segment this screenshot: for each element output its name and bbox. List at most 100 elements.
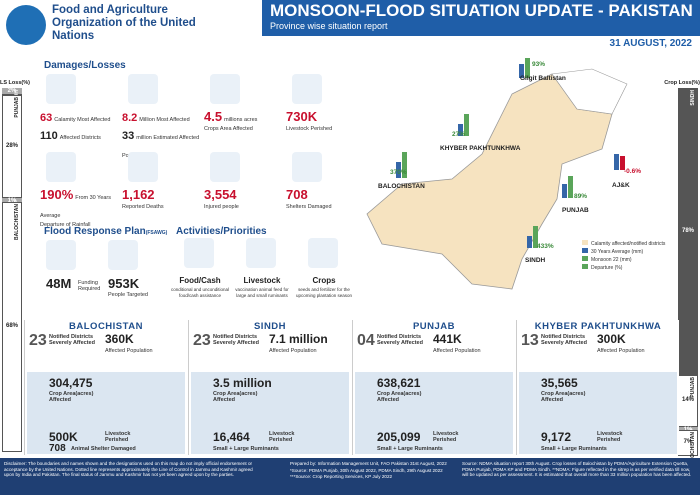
indicator: [525, 58, 530, 78]
map-box: [191, 372, 349, 454]
livestock-label: Livestock Perished: [597, 431, 623, 443]
loss-segment: [2, 95, 22, 199]
population-label: Affected Population: [269, 348, 317, 354]
extra-label: Small + Large Ruminants: [213, 446, 279, 452]
stat: 708 Shelters Damaged: [286, 186, 366, 210]
disclaimer: Disclaimer: The boundaries and names sho…: [4, 461, 253, 477]
stat-value: 63: [40, 112, 53, 124]
map-labels: 93% Gilgit Baltistan 27% KHYBER PAKHTUNKHWA…: [378, 61, 641, 264]
province-label: BALOCHISTAN: [14, 204, 20, 241]
indicator: [614, 154, 619, 170]
stat-value: 33: [122, 130, 135, 142]
loss-label: 2%: [2, 88, 22, 94]
province-name: PUNJAB: [412, 321, 456, 332]
map-value: -0.6%: [624, 168, 641, 175]
legend-text: Calamity affected/notified districts: [591, 241, 666, 247]
stat-value: 190%: [40, 187, 74, 202]
extra: 708: [49, 443, 66, 454]
indicator: [396, 162, 401, 178]
stat: 4.5 millions acres Crops Area Affected: [204, 108, 284, 132]
icon: [246, 238, 276, 268]
map-legend: Calamity affected/notified districts 30 Y…: [582, 240, 666, 271]
stat-value: 1,162: [122, 187, 155, 202]
logo: [6, 5, 46, 45]
map-value: 93%: [532, 61, 545, 68]
title-bar: [262, 0, 700, 36]
province-name: KHYBER PAKHTUNKHWA: [534, 321, 662, 332]
stat-label: Reported Deaths: [122, 204, 164, 210]
province-label: PUNJAB: [690, 377, 696, 398]
crop: 3.5 million: [213, 376, 272, 390]
activity-name: Food/Cash: [179, 276, 221, 285]
crop: 638,621: [377, 376, 421, 390]
stat-value: 110: [40, 130, 58, 142]
map-box: [27, 372, 185, 454]
legend-swatch: [582, 264, 588, 269]
crop: 35,565: [541, 376, 578, 390]
stat-value: 8.2: [122, 112, 138, 124]
stat-label: Injured people: [204, 204, 239, 210]
icon: [210, 74, 240, 104]
crop-label: Crop Area(acres) Affected: [213, 391, 258, 403]
stat-value: 708: [286, 187, 308, 202]
population: 360K: [105, 332, 134, 346]
crop-label: Crop Area(acres) Affected: [49, 391, 94, 403]
population: 7.1 million: [269, 332, 328, 346]
stat-note: From 30 Years Average: [40, 195, 112, 219]
stat-label: Shelters Damaged: [286, 204, 332, 210]
province-panel: BALOCHISTAN 23 Notified Districts Severely…: [24, 320, 187, 455]
livestock: 9,172: [541, 430, 572, 444]
extra-label: Small + Large Ruminants: [377, 446, 443, 452]
subtitle: Province wise situation report: [270, 21, 388, 31]
map-name: AJ&K: [612, 182, 630, 189]
map-box: [519, 372, 677, 454]
loss-label: 7%: [683, 439, 693, 446]
districts: 23: [193, 332, 211, 349]
stat-value: 730K: [286, 109, 318, 124]
livestock-label: Livestock Perished: [433, 431, 459, 443]
activity-desc: seeds and fertilizer for the upcoming pl…: [295, 287, 353, 298]
icon: [128, 74, 158, 104]
legend-swatch: [582, 248, 588, 253]
notes: Source: NDMA situation report 30th Augus…: [462, 461, 692, 477]
stat-label: Livestock Perished: [286, 126, 333, 132]
icon: [210, 152, 240, 182]
stat-value: 4.5: [204, 109, 223, 124]
section-title: Activities/Priorities: [176, 226, 267, 237]
province-label: PUNJAB: [14, 97, 20, 118]
icon: [292, 152, 322, 182]
map-value: 433%: [537, 243, 554, 250]
stat-value: 3,554: [204, 187, 237, 202]
population-label: Affected Population: [105, 348, 153, 354]
loss-segment: [2, 202, 22, 453]
map-name: PUNJAB: [562, 207, 589, 214]
activities: Food/Cash conditional and unconditional f…: [170, 238, 360, 308]
province-panel: SINDH 23 Notified Districts Severely Affec…: [188, 320, 351, 455]
legend-text: Departure (%): [591, 265, 623, 271]
funding-label: Funding Required: [78, 280, 101, 292]
targeted: 953K: [108, 276, 140, 291]
population: 441K: [433, 332, 462, 346]
icon: [108, 240, 138, 270]
response-tag: (FSAWG): [145, 230, 168, 236]
crop-loss-title: Crop Loss(%): [664, 80, 700, 86]
header: Food and Agriculture Organization of the…: [0, 0, 700, 50]
districts-label: Notified Districts Severely Affected: [213, 334, 259, 346]
livestock: 205,099: [377, 430, 421, 444]
stat: 1,162 Reported Deaths: [122, 186, 202, 210]
gb-shape: [551, 68, 628, 115]
loss-label: 1%: [678, 426, 698, 433]
sources: *Source: PDMA Punjab, 30th August 2022, …: [290, 468, 443, 479]
icon: [128, 152, 158, 182]
stat-row: 110 Affected Districts: [40, 126, 120, 144]
damages-grid: 63 Calamity Most Affected 110 Affected Dist…: [40, 74, 360, 228]
indicator: [402, 152, 407, 178]
province-panel: KHYBER PAKHTUNKHWA 13 Notified Districts S…: [516, 320, 679, 455]
activity-desc: conditional and unconditional food/cash …: [170, 287, 230, 298]
population-label: Affected Population: [433, 348, 481, 354]
legend-text: Monsoon 22 (mm): [591, 257, 632, 263]
icon: [292, 74, 322, 104]
stat: 190% From 30 Years Average Departure of Ra…: [40, 186, 120, 228]
